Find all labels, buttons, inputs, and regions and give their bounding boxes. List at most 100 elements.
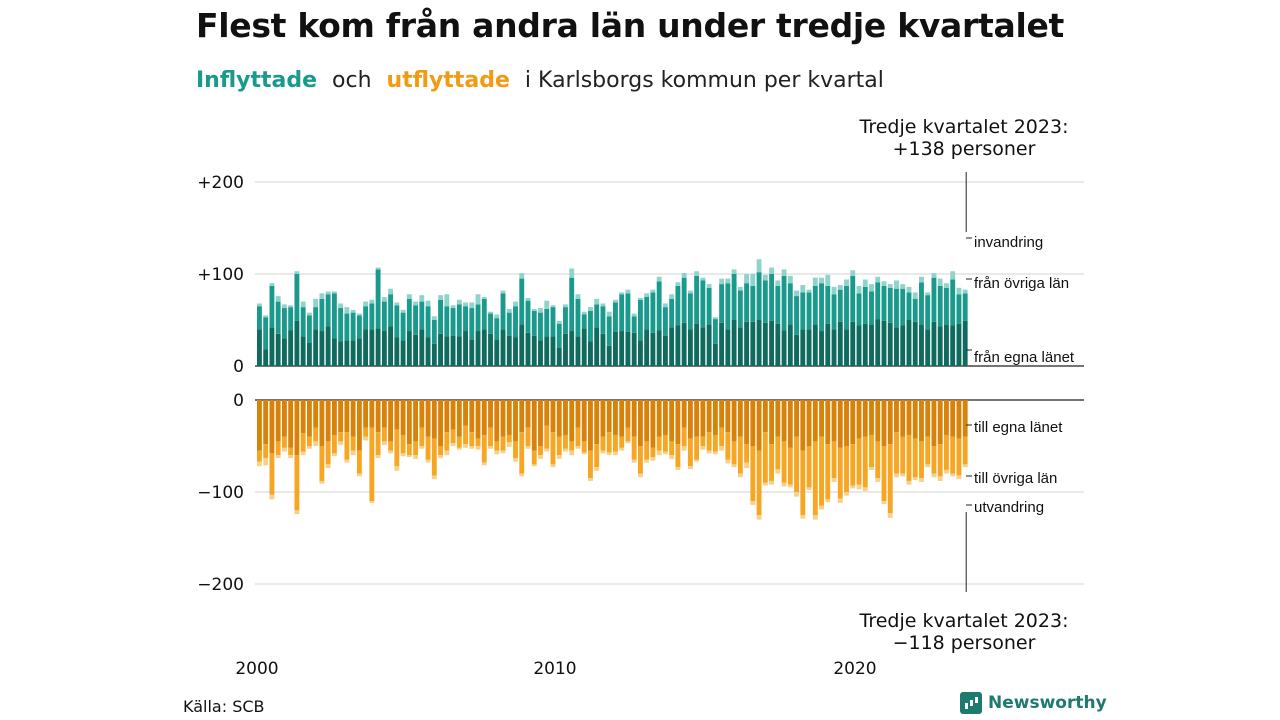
bar-inflow-other — [413, 305, 419, 335]
bar-inflow-own — [644, 329, 650, 366]
annotation-top-line2: +138 personer — [893, 138, 1036, 160]
bar-outflow-own — [350, 400, 356, 437]
bar-inflow-immigration — [881, 281, 887, 286]
bar-outflow-other — [356, 450, 362, 474]
bar-inflow-own — [556, 347, 562, 366]
bar-outflow-other — [637, 446, 643, 474]
bar-outflow-other — [712, 434, 718, 452]
bar-inflow-other — [594, 304, 600, 328]
bar-inflow-other — [456, 304, 462, 337]
bar-inflow-own — [300, 336, 306, 366]
bar-outflow-own — [931, 400, 937, 446]
bar-inflow-other — [306, 315, 312, 343]
bar-inflow-own — [925, 329, 931, 366]
bar-inflow-immigration — [712, 317, 718, 320]
bar-outflow-own — [744, 400, 750, 445]
bar-outflow-other — [694, 436, 700, 460]
bar-outflow-other — [625, 427, 631, 442]
bar-inflow-immigration — [837, 285, 843, 290]
bar-outflow-emigration — [856, 484, 862, 490]
bar-inflow-own — [519, 324, 525, 366]
bar-inflow-immigration — [619, 292, 625, 295]
bar-outflow-own — [950, 400, 956, 437]
bar-inflow-own — [363, 329, 369, 366]
bar-outflow-emigration — [444, 450, 450, 456]
bar-inflow-other — [919, 282, 924, 325]
bar-outflow-emigration — [325, 464, 331, 469]
bar-outflow-own — [894, 400, 899, 433]
bar-outflow-emigration — [956, 475, 962, 480]
bar-outflow-own — [388, 400, 394, 442]
bar-inflow-own — [681, 322, 687, 366]
category-label-inflow: från övriga län — [974, 275, 1069, 292]
bar-inflow-immigration — [631, 313, 637, 317]
bar-inflow-immigration — [737, 286, 743, 291]
bar-inflow-immigration — [775, 280, 781, 286]
bar-outflow-emigration — [400, 453, 406, 457]
bar-outflow-own — [275, 400, 281, 442]
bar-outflow-other — [750, 446, 756, 502]
bar-inflow-own — [856, 325, 862, 366]
bar-outflow-own — [263, 400, 269, 445]
bar-outflow-other — [769, 444, 775, 481]
bar-inflow-other — [650, 292, 656, 333]
bar-inflow-immigration — [325, 291, 331, 295]
bar-inflow-immigration — [694, 271, 700, 276]
bar-inflow-own — [344, 340, 350, 366]
bar-outflow-own — [737, 400, 743, 437]
bar-outflow-emigration — [719, 446, 725, 451]
bar-outflow-other — [619, 436, 625, 448]
bar-outflow-own — [731, 400, 737, 442]
bar-inflow-other — [894, 288, 899, 328]
bar-inflow-immigration — [306, 312, 312, 316]
bar-outflow-other — [394, 429, 400, 467]
bar-outflow-emigration — [269, 494, 275, 500]
bar-outflow-own — [694, 400, 700, 437]
bar-outflow-emigration — [263, 457, 269, 466]
bar-outflow-emigration — [906, 480, 912, 485]
bar-inflow-other — [669, 298, 675, 328]
bar-inflow-own — [725, 329, 731, 366]
bar-outflow-emigration — [306, 446, 312, 449]
bar-outflow-emigration — [613, 451, 618, 456]
bar-inflow-other — [750, 285, 756, 322]
bar-inflow-other — [862, 286, 868, 324]
bar-inflow-immigration — [575, 294, 581, 299]
bar-inflow-other — [662, 307, 668, 336]
bar-inflow-other — [781, 275, 787, 331]
bar-outflow-own — [375, 400, 381, 433]
bar-outflow-other — [313, 427, 319, 442]
bar-inflow-other — [837, 289, 843, 322]
bar-outflow-other — [525, 427, 531, 446]
bar-outflow-own — [650, 400, 656, 448]
bar-inflow-own — [400, 340, 406, 366]
bar-inflow-immigration — [369, 299, 375, 304]
bar-inflow-other — [937, 285, 943, 327]
bar-inflow-own — [756, 320, 762, 366]
bar-inflow-other — [313, 307, 319, 330]
bar-inflow-immigration — [344, 307, 350, 314]
y-tick-label: −200 — [197, 575, 244, 595]
bar-inflow-immigration — [563, 304, 568, 308]
bar-inflow-other — [637, 299, 643, 341]
y-tick-label: −100 — [197, 483, 244, 503]
bar-inflow-immigration — [544, 300, 550, 309]
bar-inflow-other — [394, 305, 400, 338]
bar-inflow-other — [400, 312, 406, 341]
bar-inflow-own — [875, 319, 881, 366]
bar-inflow-immigration — [812, 277, 818, 286]
bar-inflow-immigration — [419, 295, 425, 302]
bar-inflow-own — [294, 320, 300, 366]
x-tick-label: 2020 — [833, 659, 876, 679]
y-tick-label: +200 — [197, 173, 244, 193]
bar-outflow-own — [463, 400, 468, 426]
bar-outflow-emigration — [413, 455, 419, 459]
bar-inflow-own — [750, 321, 756, 366]
bar-outflow-other — [419, 427, 425, 446]
bar-outflow-own — [675, 400, 681, 445]
bar-outflow-other — [781, 441, 787, 483]
bar-inflow-other — [525, 300, 531, 333]
bar-inflow-immigration — [469, 302, 475, 309]
bar-outflow-emigration — [419, 446, 425, 449]
bar-outflow-own — [569, 400, 575, 442]
